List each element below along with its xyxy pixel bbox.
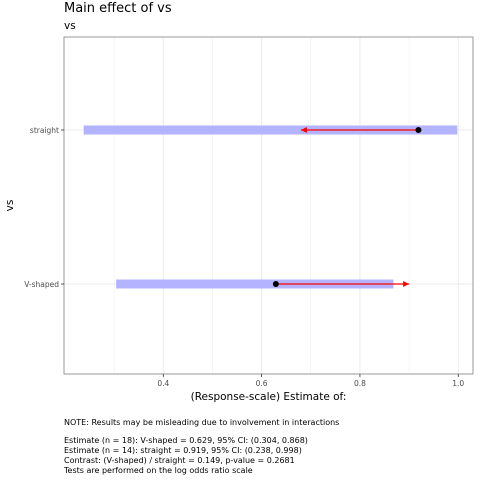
- estimate-point: [272, 281, 279, 287]
- ci-band: [116, 279, 394, 289]
- note-line: Tests are performed on the log odds rati…: [64, 466, 253, 475]
- estimate-point: [415, 127, 422, 133]
- x-tick-label: 0.8: [354, 379, 366, 388]
- x-tick-label: 0.6: [256, 379, 268, 388]
- x-tick-label: 1.0: [452, 379, 464, 388]
- y-axis-title: vs: [4, 200, 16, 212]
- chart-title: Main effect of vs: [64, 1, 172, 16]
- y-tick-label: V-shaped: [24, 280, 59, 289]
- ci-band: [83, 125, 458, 135]
- y-tick-label: straight: [30, 126, 59, 135]
- note-line: NOTE: Results may be misleading due to i…: [64, 418, 340, 427]
- panel-border: [63, 36, 474, 375]
- note-line: Estimate (n = 18): V-shaped = 0.629, 95%…: [64, 436, 308, 445]
- note-line: Estimate (n = 14): straight = 0.919, 95%…: [64, 446, 302, 455]
- x-tick-label: 0.4: [157, 379, 169, 388]
- note-line: Contrast: (V-shaped) / straight = 0.149,…: [64, 456, 295, 465]
- chart-subtitle: vs: [64, 20, 76, 32]
- x-axis-title: (Response-scale) Estimate of:: [191, 391, 347, 403]
